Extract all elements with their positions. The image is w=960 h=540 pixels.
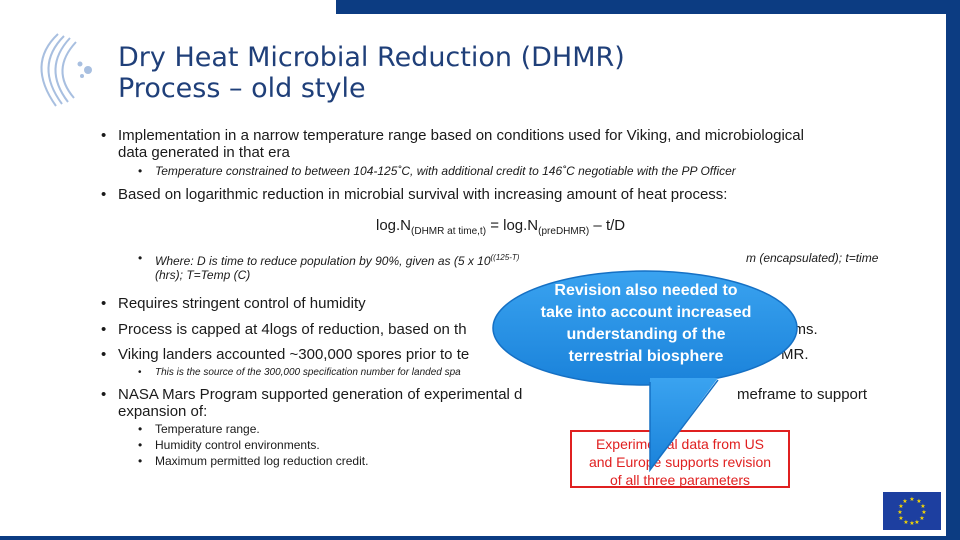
bullet-text: Requires stringent control of humidity bbox=[118, 295, 366, 312]
expansion-item: • Humidity control environments. bbox=[138, 437, 455, 453]
sub-bullet-text: This is the source of the 300,000 specif… bbox=[155, 367, 461, 378]
bullet-implementation: • Implementation in a narrow temperature… bbox=[101, 127, 898, 161]
bullet-text: Based on logarithmic reduction in microb… bbox=[118, 186, 728, 203]
bullet-dot: • bbox=[138, 367, 142, 378]
bullet-text: Implementation in a narrow temperature r… bbox=[118, 127, 804, 144]
formula-sub1: (DHMR at time,t) bbox=[411, 226, 487, 237]
expansion-item-text: Maximum permitted log reduction credit. bbox=[155, 454, 369, 468]
sub-bullet-text-cont: (hrs); T=Temp (C) bbox=[155, 268, 251, 282]
svg-text:★: ★ bbox=[898, 515, 903, 522]
sub-bullet-where-tail: m (encapsulated); t=time bbox=[746, 251, 906, 265]
bullet-dot: • bbox=[101, 295, 107, 312]
right-side-bar bbox=[946, 14, 960, 540]
bullet-tail: meframe to support bbox=[737, 386, 868, 403]
svg-text:★: ★ bbox=[921, 509, 926, 516]
bullet-text-cont: data generated in that era bbox=[118, 144, 290, 161]
bullet-text: Viking landers accounted ~300,000 spores… bbox=[118, 346, 470, 363]
formula: log.N(DHMR at time,t) = log.N(preDHMR) –… bbox=[376, 217, 625, 237]
svg-text:★: ★ bbox=[902, 498, 907, 505]
bullet-dot: • bbox=[138, 422, 143, 436]
bullet-dot: • bbox=[138, 164, 143, 178]
bullet-capped: • Process is capped at 4logs of reductio… bbox=[101, 321, 518, 338]
eu-flag-icon: ★ ★★ ★★★ ★★★ ★★★ bbox=[883, 492, 941, 530]
callout-line: Revision also needed to bbox=[554, 282, 738, 299]
red-box-line: of all three parameters bbox=[609, 472, 751, 488]
expansion-item: • Temperature range. bbox=[138, 421, 455, 437]
bullet-text-cont: expansion of: bbox=[118, 403, 208, 420]
svg-text:★: ★ bbox=[916, 498, 921, 505]
svg-text:★: ★ bbox=[897, 509, 902, 516]
formula-sub2: (preDHMR) bbox=[538, 226, 590, 237]
sub-bullet-temperature: • Temperature constrained to between 104… bbox=[138, 164, 875, 178]
bullet-capped-tail: sms. bbox=[786, 321, 846, 338]
svg-text:★: ★ bbox=[914, 519, 919, 526]
sub-bullet-text: Where: D is time to reduce population by… bbox=[155, 254, 491, 268]
callout-line: take into account increased bbox=[540, 304, 752, 321]
bullet-dot: • bbox=[138, 251, 143, 265]
red-box-line: Experimental data from US bbox=[595, 436, 765, 452]
bullet-humidity: • Requires stringent control of humidity bbox=[101, 295, 478, 312]
red-box-line: and Europe supports revision bbox=[588, 454, 772, 470]
callout-line: understanding of the bbox=[566, 326, 726, 343]
callout-text: Revision also needed to take into accoun… bbox=[500, 280, 792, 368]
expansion-list: • Temperature range. • Humidity control en… bbox=[138, 421, 455, 469]
bullet-dot: • bbox=[101, 186, 107, 203]
bullet-dot: • bbox=[101, 321, 107, 338]
bullet-dot: • bbox=[101, 346, 107, 363]
bullet-viking: • Viking landers accounted ~300,000 spor… bbox=[101, 346, 518, 363]
formula-mid: = log.N bbox=[486, 217, 539, 234]
sub-bullet-source: • This is the source of the 300,000 spec… bbox=[138, 366, 475, 380]
svg-text:★: ★ bbox=[909, 496, 914, 503]
expansion-item-text: Temperature range. bbox=[155, 422, 260, 436]
title-line-2: Process – old style bbox=[118, 73, 366, 104]
title-line-1: Dry Heat Microbial Reduction (DHMR) bbox=[118, 42, 625, 73]
expansion-item: • Maximum permitted log reduction credit. bbox=[138, 453, 455, 469]
slide-title: Dry Heat Microbial Reduction (DHMR) Proc… bbox=[118, 42, 625, 104]
expansion-item-text: Humidity control environments. bbox=[155, 438, 320, 452]
bullet-dot: • bbox=[138, 438, 143, 452]
svg-text:★: ★ bbox=[909, 520, 914, 527]
bullet-dot: • bbox=[101, 386, 107, 403]
sub-bullet-text: Temperature constrained to between 104-1… bbox=[155, 164, 736, 178]
top-bar-right bbox=[336, 0, 960, 14]
svg-text:★: ★ bbox=[920, 503, 925, 510]
formula-right: – t/D bbox=[589, 217, 626, 234]
red-text-box: Experimental data from US and Europe sup… bbox=[570, 430, 790, 488]
bullet-text: Process is capped at 4logs of reduction,… bbox=[118, 321, 467, 338]
bullet-nasa: • NASA Mars Program supported generation… bbox=[101, 386, 578, 420]
svg-text:★: ★ bbox=[919, 515, 924, 522]
bullet-dot: • bbox=[101, 127, 107, 144]
top-bar-left bbox=[0, 0, 336, 14]
bullet-dot: • bbox=[138, 454, 143, 468]
bullet-nasa-tail: meframe to support bbox=[737, 386, 887, 403]
bottom-bar bbox=[0, 536, 960, 540]
formula-left: log.N bbox=[376, 217, 412, 234]
svg-text:★: ★ bbox=[903, 519, 908, 526]
logo-icon bbox=[40, 33, 92, 107]
sub-bullet-sup: ((125-T) bbox=[490, 253, 520, 262]
callout-line: terrestrial biosphere bbox=[568, 348, 724, 365]
bullet-logarithmic: • Based on logarithmic reduction in micr… bbox=[101, 186, 918, 203]
sub-bullet-where: • Where: D is time to reduce population … bbox=[138, 251, 615, 282]
sub-bullet-tail: m (encapsulated); t=time bbox=[746, 251, 879, 265]
svg-text:★: ★ bbox=[898, 503, 903, 510]
bullet-text: NASA Mars Program supported generation o… bbox=[118, 386, 523, 403]
